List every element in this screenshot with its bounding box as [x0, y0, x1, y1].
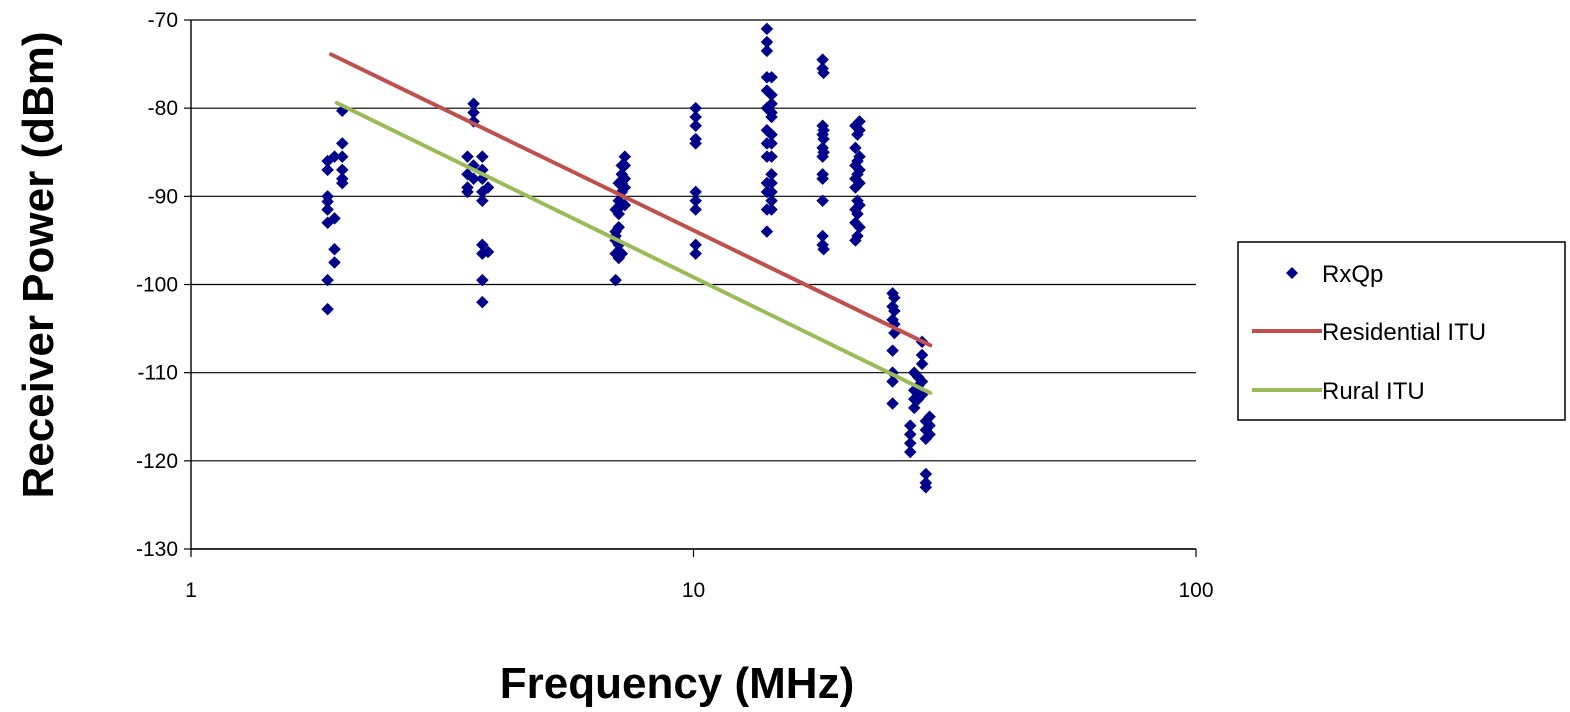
scatter-point [853, 198, 866, 212]
scatter-point [467, 172, 480, 186]
scatter-point [612, 220, 626, 234]
legend-entry: RxQp [1286, 261, 1383, 288]
scatter-point [760, 225, 774, 238]
scatter-point [915, 357, 929, 371]
scatter-point [689, 203, 703, 216]
series-line [334, 100, 933, 395]
scatter-point [328, 242, 341, 256]
scatter-point [328, 212, 341, 225]
y-tick-label: -80 [148, 97, 178, 120]
scatter-point [817, 132, 830, 146]
y-tick-label: -90 [148, 185, 178, 208]
scatter-point [886, 375, 899, 388]
y-tick-label: -110 [138, 362, 178, 385]
scatter-point [816, 194, 829, 208]
scatter-point [886, 397, 899, 410]
scatter-point [817, 66, 830, 80]
y-axis-title: Receiver Power (dBm) [14, 31, 63, 498]
scatter-point [907, 401, 921, 415]
legend-items: RxQp Residential ITU Rural ITU [1252, 261, 1486, 405]
scatter-point [765, 70, 778, 84]
gridlines [191, 19, 1196, 550]
x-tick-label: 1 [185, 579, 197, 602]
scatter-point [887, 304, 901, 318]
y-tick-label: -70 [148, 9, 178, 32]
scatter-point [321, 203, 334, 216]
scatter-point [765, 203, 778, 216]
scatter-point [765, 150, 778, 164]
legend-label: Residential ITU [1322, 319, 1486, 346]
scatter-point [475, 273, 489, 287]
y-tick-label: -130 [136, 538, 178, 561]
series-residential-itu [329, 52, 933, 348]
scatter-point [919, 480, 933, 494]
x-tick-label: 10 [682, 579, 705, 602]
scatter-point [816, 172, 829, 186]
legend-entry: Rural ITU [1252, 378, 1425, 405]
scatter-point [903, 445, 917, 459]
scatter-point [853, 123, 866, 137]
scatter-point [760, 22, 774, 36]
legend: RxQp Residential ITU Rural ITU [1237, 241, 1566, 421]
legend-entry: Residential ITU [1252, 319, 1486, 346]
scatter-point [609, 273, 623, 287]
scatter-point [886, 344, 899, 357]
scatter-point [887, 291, 901, 305]
legend-label: Rural ITU [1322, 378, 1425, 405]
scatter-point [765, 137, 778, 150]
scatter-point [335, 137, 349, 150]
scatter-point [475, 150, 489, 164]
scatter-point [321, 163, 334, 177]
scatter-point [851, 229, 864, 243]
series-rxqp [321, 22, 936, 494]
scatter-point [853, 176, 866, 190]
scatter-point [689, 137, 703, 150]
scatter-point [765, 110, 778, 124]
scatter-point [689, 119, 703, 133]
series-line [329, 52, 933, 348]
scatter-point [853, 163, 866, 177]
scatter-point [615, 247, 629, 260]
axes [184, 19, 1197, 557]
series-rural-itu [334, 100, 933, 395]
y-tick-label: -100 [136, 274, 178, 297]
scatter-point [461, 150, 474, 164]
scatter-point [689, 247, 703, 260]
scatter-point [618, 198, 632, 212]
series [321, 22, 936, 494]
tick-labels: -70 -80 -90 -100 -110 -120 -130 1 10 100 [136, 9, 1214, 602]
scatter-point [461, 185, 474, 199]
scatter-point [475, 194, 489, 208]
scatter-point [475, 295, 489, 309]
scatter-point [923, 428, 936, 441]
scatter-point [328, 256, 341, 269]
scatter-point [335, 150, 349, 164]
scatter-point [817, 242, 830, 256]
x-tick-label: 100 [1178, 579, 1213, 602]
legend-label: RxQp [1322, 261, 1383, 288]
scatter-point [849, 141, 862, 155]
scatter-point [760, 44, 774, 58]
scatter-point [481, 181, 495, 194]
scatter-point [853, 220, 866, 234]
scatter-point [335, 176, 349, 190]
x-axis-title: Frequency (MHz) [500, 659, 854, 707]
scatter-point [618, 159, 632, 172]
legend-marker [1286, 267, 1298, 279]
scatter-point [817, 145, 830, 159]
scatter-point [321, 273, 334, 287]
scatter-point [618, 181, 632, 194]
scatter-point [851, 207, 864, 221]
y-tick-label: -120 [136, 450, 178, 473]
scatter-point [321, 302, 334, 316]
scatter-point [853, 150, 866, 164]
scatter-point [481, 245, 495, 259]
